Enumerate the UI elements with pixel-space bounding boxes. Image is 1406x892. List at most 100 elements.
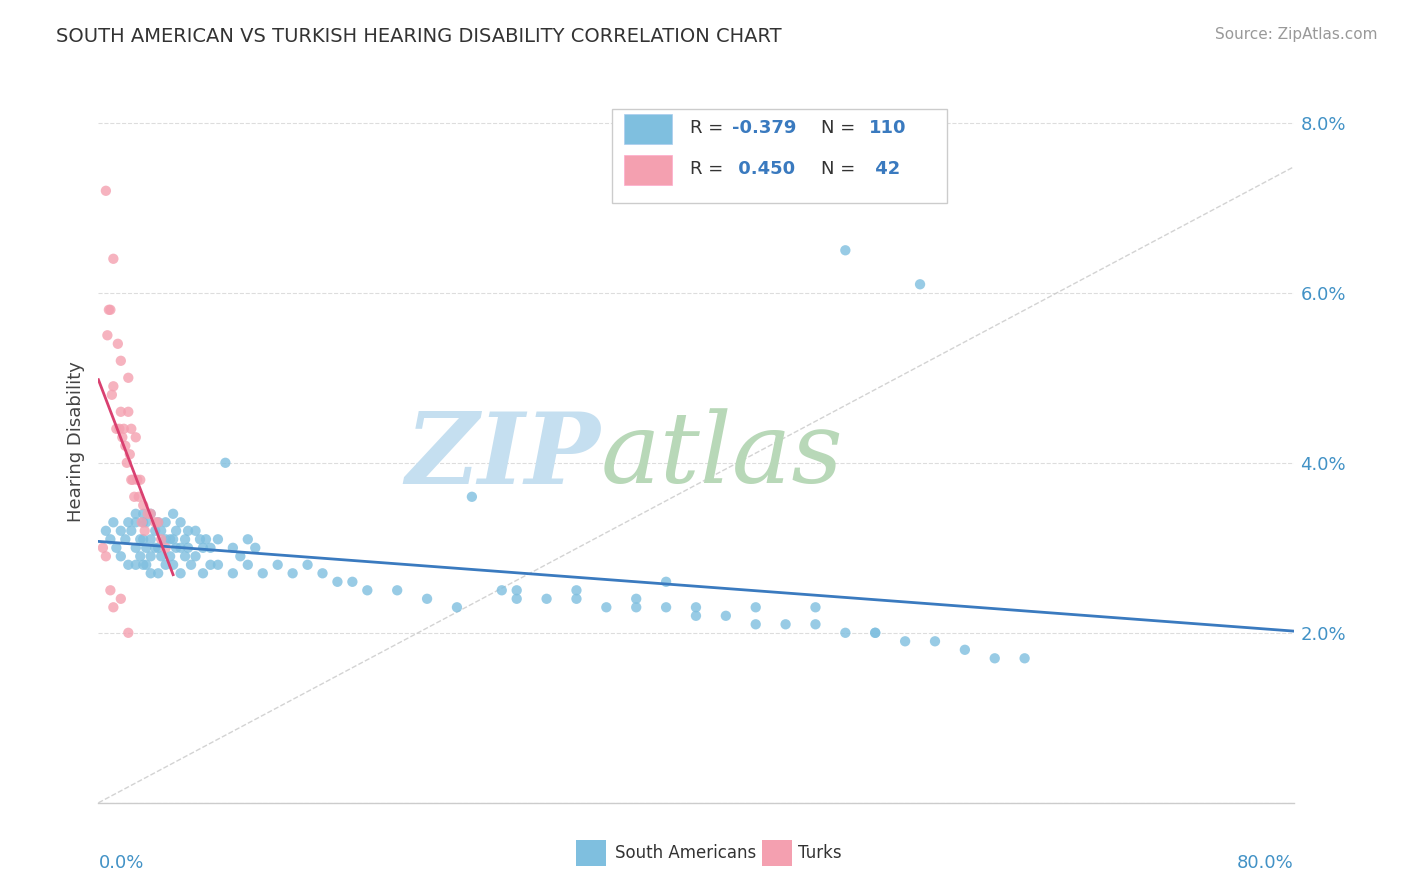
FancyBboxPatch shape bbox=[613, 109, 948, 203]
Point bbox=[159, 549, 181, 564]
Point bbox=[834, 244, 856, 258]
Point bbox=[131, 516, 153, 530]
Point bbox=[105, 422, 128, 436]
Point bbox=[184, 549, 207, 564]
Point bbox=[180, 558, 202, 572]
Point bbox=[865, 625, 887, 640]
Point bbox=[184, 524, 207, 538]
Point bbox=[745, 600, 768, 615]
Point bbox=[139, 549, 162, 564]
Point bbox=[120, 422, 142, 436]
Point bbox=[162, 507, 184, 521]
Point bbox=[110, 549, 132, 564]
Point bbox=[188, 533, 211, 547]
Point bbox=[117, 371, 139, 385]
Point bbox=[506, 583, 529, 598]
Point bbox=[150, 549, 173, 564]
Point bbox=[536, 591, 558, 606]
Point bbox=[124, 490, 146, 504]
Point bbox=[165, 524, 187, 538]
Point bbox=[195, 533, 218, 547]
Point bbox=[120, 473, 142, 487]
Point bbox=[108, 422, 131, 436]
Point bbox=[491, 583, 513, 598]
Point bbox=[91, 541, 114, 555]
Point bbox=[136, 507, 159, 521]
Point bbox=[595, 600, 617, 615]
Point bbox=[148, 516, 170, 530]
Point bbox=[222, 541, 245, 555]
Point bbox=[908, 277, 931, 292]
Point bbox=[98, 302, 122, 317]
Text: Turks: Turks bbox=[797, 845, 841, 863]
Point bbox=[222, 566, 245, 581]
Point bbox=[155, 558, 177, 572]
Text: 42: 42 bbox=[869, 161, 900, 178]
Point bbox=[804, 600, 827, 615]
Text: Source: ZipAtlas.com: Source: ZipAtlas.com bbox=[1215, 27, 1378, 42]
Point bbox=[804, 617, 827, 632]
Point bbox=[865, 625, 887, 640]
Point bbox=[200, 558, 222, 572]
Point bbox=[200, 541, 222, 555]
Point bbox=[236, 558, 259, 572]
Point bbox=[117, 405, 139, 419]
Point bbox=[143, 541, 166, 555]
Point bbox=[117, 625, 139, 640]
Point bbox=[148, 566, 170, 581]
Point bbox=[132, 507, 155, 521]
Point bbox=[385, 583, 409, 598]
Point bbox=[155, 516, 177, 530]
Point bbox=[139, 507, 162, 521]
Point bbox=[150, 533, 173, 547]
Point bbox=[775, 617, 797, 632]
Point bbox=[326, 574, 349, 589]
Point bbox=[148, 516, 170, 530]
Point bbox=[98, 533, 122, 547]
Point bbox=[121, 473, 143, 487]
Point bbox=[252, 566, 274, 581]
Point bbox=[297, 558, 319, 572]
Bar bbox=[576, 840, 606, 866]
Point bbox=[229, 549, 252, 564]
Point bbox=[165, 541, 187, 555]
Point bbox=[245, 541, 267, 555]
Point bbox=[128, 490, 150, 504]
Point bbox=[924, 634, 946, 648]
Point bbox=[105, 541, 128, 555]
Point bbox=[125, 430, 148, 444]
Point bbox=[120, 524, 142, 538]
Point bbox=[155, 541, 177, 555]
Point bbox=[685, 608, 707, 623]
Point bbox=[110, 524, 132, 538]
Point bbox=[565, 591, 588, 606]
Point bbox=[626, 600, 648, 615]
Point bbox=[461, 490, 484, 504]
Point bbox=[655, 574, 678, 589]
Point bbox=[1014, 651, 1036, 665]
Point bbox=[155, 533, 177, 547]
Text: 0.450: 0.450 bbox=[733, 161, 794, 178]
Point bbox=[311, 566, 333, 581]
Point bbox=[984, 651, 1007, 665]
Point bbox=[129, 549, 152, 564]
Text: ZIP: ZIP bbox=[405, 408, 600, 504]
Point bbox=[143, 524, 166, 538]
Text: atlas: atlas bbox=[600, 409, 844, 504]
Point bbox=[356, 583, 378, 598]
Point bbox=[342, 574, 364, 589]
Point bbox=[281, 566, 304, 581]
Point bbox=[135, 516, 157, 530]
Point bbox=[236, 533, 259, 547]
Point bbox=[110, 591, 132, 606]
Point bbox=[125, 507, 148, 521]
Point bbox=[174, 533, 197, 547]
Point bbox=[214, 456, 236, 470]
Point bbox=[103, 516, 125, 530]
Point bbox=[132, 516, 155, 530]
Point bbox=[139, 533, 162, 547]
Point bbox=[94, 524, 117, 538]
Point bbox=[103, 379, 125, 393]
Point bbox=[94, 549, 117, 564]
Point bbox=[139, 507, 162, 521]
